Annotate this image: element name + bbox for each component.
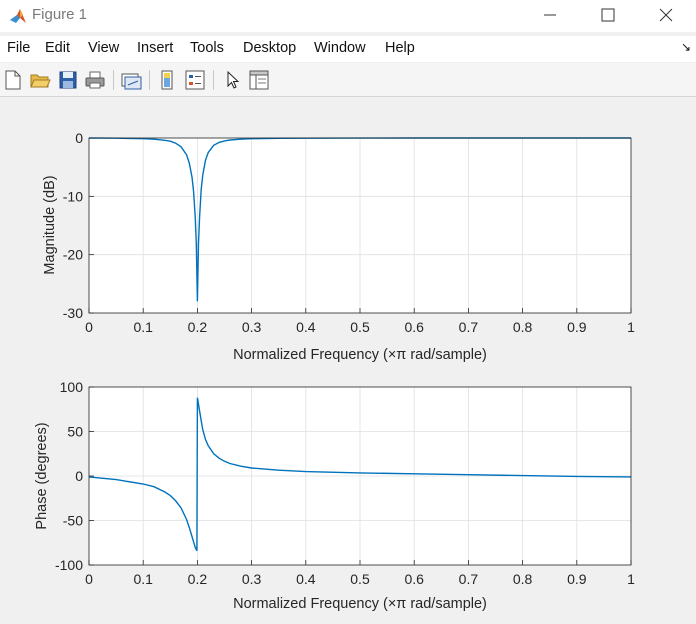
insert-legend-icon[interactable] [184,69,206,91]
link-plot-icon[interactable] [120,69,142,91]
phase-x-tick-label: 0.9 [567,571,587,587]
window-title: Figure 1 [32,6,88,23]
phase-x-tick-label: 0.6 [404,571,424,587]
menu-tools[interactable]: Tools [190,40,224,56]
phase-x-tick-label: 0.5 [350,571,370,587]
menu-window[interactable]: Window [314,40,366,56]
figure-toolbar [0,63,696,97]
phase-y-axis-label: Phase (degrees) [34,422,50,529]
dock-figure-icon[interactable]: ↘ [681,40,692,54]
magnitude-y-axis-label: Magnitude (dB) [42,175,58,274]
magnitude-x-tick-label: 0.1 [133,319,153,335]
magnitude-y-tick-label: 0 [75,130,83,146]
magnitude-x-tick-label: 1 [627,319,635,335]
toolbar-separator [213,70,214,90]
menu-file[interactable]: File [7,40,31,56]
phase-y-tick-label: 100 [60,379,84,395]
minimize-button[interactable] [530,4,570,26]
property-inspector-icon[interactable] [248,69,270,91]
phase-y-tick-label: 50 [67,424,83,440]
title-bar: Figure 1 [0,0,696,32]
magnitude-x-tick-label: 0.6 [404,319,424,335]
phase-x-tick-label: 0 [85,571,93,587]
phase-x-tick-label: 0.7 [459,571,479,587]
magnitude-x-tick-label: 0.7 [459,319,479,335]
magnitude-x-tick-label: 0.4 [296,319,316,335]
magnitude-x-tick-label: 0.5 [350,319,370,335]
new-figure-icon[interactable] [2,69,24,91]
edit-plot-arrow-icon[interactable] [222,69,244,91]
save-figure-icon[interactable] [57,69,79,91]
phase-x-tick-label: 1 [627,571,635,587]
phase-y-tick-label: -50 [63,513,83,529]
matlab-logo-icon [10,9,26,23]
magnitude-x-tick-label: 0.2 [188,319,208,335]
phase-y-tick-label: 0 [75,468,83,484]
phase-x-tick-label: 0.8 [513,571,533,587]
toolbar-separator [113,70,114,90]
phase-axes[interactable]: 0 0.1 0.2 0.3 0.4 0.5 0.6 0.7 0.8 0.9 1 100 50 0 -50 -… [34,379,635,612]
print-figure-icon[interactable] [84,69,106,91]
phase-x-tick-label: 0.3 [242,571,262,587]
magnitude-x-tick-label: 0.8 [513,319,533,335]
menu-view[interactable]: View [88,40,120,56]
menu-bar: File Edit View Insert Tools Desktop Wind… [0,36,696,62]
phase-x-ticks: 0 0.1 0.2 0.3 0.4 0.5 0.6 0.7 0.8 0.9 1 [85,571,635,587]
close-button[interactable] [646,4,686,26]
magnitude-y-tick-label: -30 [63,305,83,321]
menu-edit[interactable]: Edit [45,40,70,56]
phase-x-tick-label: 0.1 [133,571,153,587]
phase-series-line [88,397,632,552]
magnitude-x-tick-label: 0 [85,319,93,335]
magnitude-y-ticks: 0 -10 -20 -30 [63,130,83,321]
menu-insert[interactable]: Insert [137,40,174,56]
toolbar-separator [149,70,150,90]
open-file-icon[interactable] [29,69,51,91]
figure-canvas: 0 0.1 0.2 0.3 0.4 0.5 0.6 0.7 0.8 0.9 1 0 -10 -20 -30… [0,97,696,619]
magnitude-x-tick-label: 0.3 [242,319,262,335]
menu-desktop[interactable]: Desktop [243,40,297,56]
maximize-button[interactable] [588,4,628,26]
magnitude-y-tick-label: -20 [63,247,83,263]
phase-y-tick-label: -100 [55,557,83,573]
phase-x-tick-label: 0.4 [296,571,316,587]
magnitude-x-axis-label: Normalized Frequency (×π rad/sample) [233,347,487,363]
phase-x-axis-label: Normalized Frequency (×π rad/sample) [233,596,487,612]
phase-y-ticks: 100 50 0 -50 -100 [55,379,83,573]
magnitude-y-tick-label: -10 [63,188,83,204]
insert-colorbar-icon[interactable] [157,69,179,91]
magnitude-axes[interactable]: 0 0.1 0.2 0.3 0.4 0.5 0.6 0.7 0.8 0.9 1 0 -10 -20 -30… [42,130,635,363]
magnitude-x-ticks: 0 0.1 0.2 0.3 0.4 0.5 0.6 0.7 0.8 0.9 1 [85,319,635,335]
magnitude-x-tick-label: 0.9 [567,319,587,335]
menu-help[interactable]: Help [385,40,415,56]
phase-x-tick-label: 0.2 [188,571,208,587]
filter-response-plots: 0 0.1 0.2 0.3 0.4 0.5 0.6 0.7 0.8 0.9 1 0 -10 -20 -30… [34,130,635,612]
